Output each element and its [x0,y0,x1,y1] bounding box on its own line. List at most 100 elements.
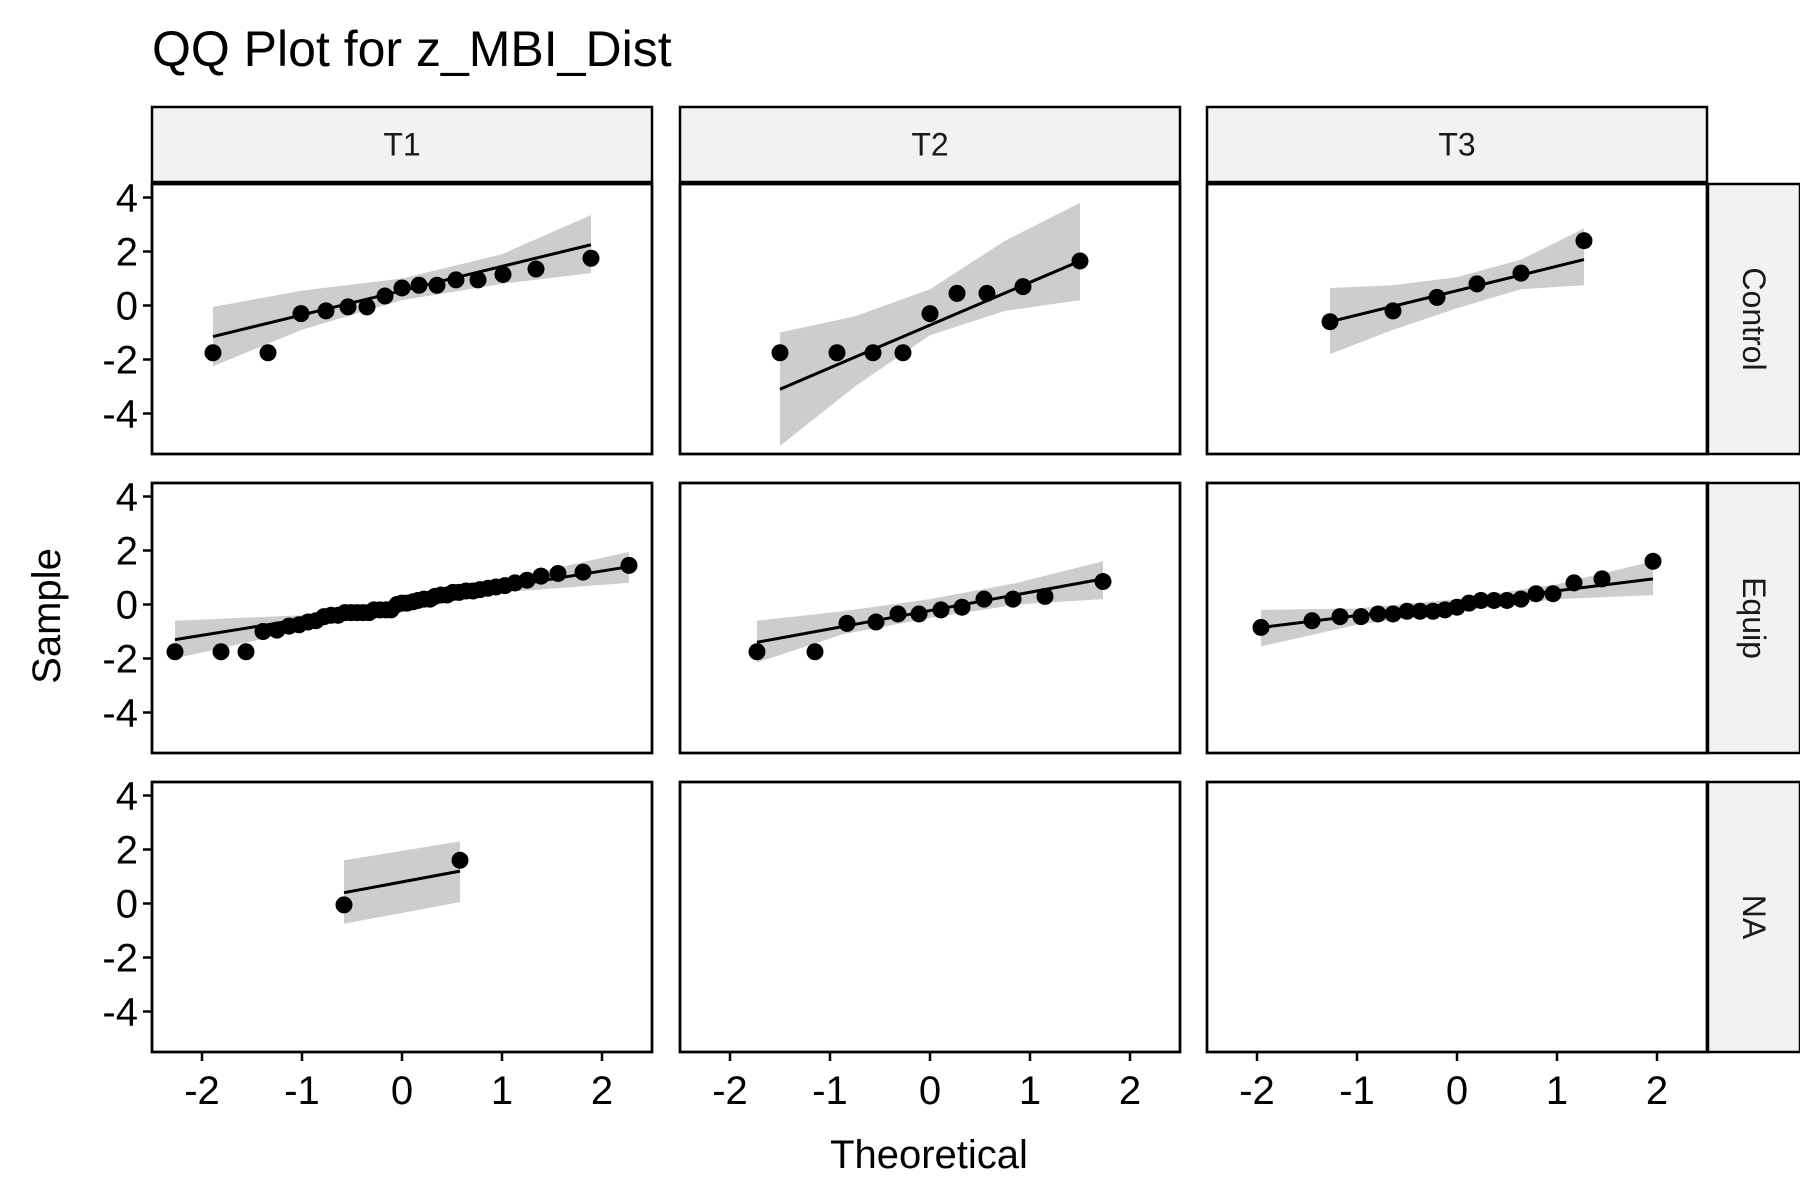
data-point [921,305,939,323]
row-strip-bg [1706,182,1800,456]
data-point [1352,608,1370,626]
data-point [1036,587,1054,605]
y-tick-label: 0 [116,285,138,329]
x-axis-t2: -2 -1 0 1 2 [712,1052,1141,1113]
data-point [574,563,592,581]
data-point [867,613,885,631]
row-strip-label: Equip [1736,577,1772,659]
x-tick-label: 0 [391,1069,413,1113]
data-point [1071,252,1089,270]
data-point [1468,275,1486,293]
panel-border [678,182,1182,456]
column-strip-bg [1205,105,1709,184]
data-point [1004,590,1022,608]
x-tick-label: -2 [1239,1069,1275,1113]
chart-title: QQ Plot for z_MBI_Dist [152,21,672,77]
data-point [932,601,950,619]
data-point [1384,302,1402,320]
data-point [1512,264,1530,282]
data-point [447,271,465,289]
data-point [1544,585,1562,603]
data-point [975,590,993,608]
data-point [1303,612,1321,630]
data-point [1331,608,1349,626]
column-strip-bg [678,105,1182,184]
column-strip-label: T2 [911,127,948,163]
panel-border [150,481,654,755]
row-strip-na: NA [1706,780,1800,1054]
panel-equip-t2 [678,481,1182,755]
facet-panels: T1 T2 T3 Control Equip NA -4 -2 0 2 4 -4 -2 0 2 4 -4 -2 0 2… [102,105,1800,1113]
panel-background [678,780,1182,1054]
y-tick-label: 0 [116,584,138,628]
y-tick-label: -4 [102,692,138,736]
x-tick-label: 2 [1119,1069,1141,1113]
panel-na-t2 [678,780,1182,1054]
x-tick-label: 2 [591,1069,613,1113]
data-point [1411,602,1429,620]
data-point [864,344,882,362]
x-axis-t3: -2 -1 0 1 2 [1239,1052,1668,1113]
data-point [518,571,536,589]
data-point [254,623,272,640]
data-point [1512,590,1530,608]
column-strip-label: T1 [383,127,420,163]
data-point [259,344,277,362]
panel-border [1205,481,1709,755]
panel-background [1205,780,1709,1054]
data-point [1369,605,1387,623]
panel-control-t2 [678,182,1182,456]
y-axis-na: -4 -2 0 2 4 [102,775,152,1035]
data-point [549,564,567,582]
y-tick-label: 2 [116,530,138,574]
data-point [376,287,394,305]
data-point [1644,552,1662,570]
panel-na-t3 [1205,780,1709,1054]
data-point [582,249,600,267]
data-point [620,556,638,574]
panel-equip-t1 [150,481,654,755]
row-strip-label: NA [1736,895,1772,940]
reference-line [1329,258,1585,324]
column-strip-t2: T2 [678,105,1182,184]
row-strip-control: Control [1706,182,1800,456]
column-strip-t3: T3 [1205,105,1709,184]
data-point [204,344,222,362]
data-point [1384,605,1402,623]
data-point [948,284,966,302]
data-point [532,567,550,585]
data-point [1428,288,1446,306]
data-point [339,298,357,316]
y-tick-label: 2 [116,231,138,275]
panel-border [1205,182,1709,456]
x-tick-label: -1 [284,1069,320,1113]
data-point [910,605,928,623]
data-point [978,284,996,302]
panel-control-t1 [150,182,654,456]
x-tick-label: -2 [184,1069,220,1113]
panel-background [150,780,654,1054]
data-point [166,643,184,661]
data-point [1565,574,1583,592]
data-point [953,598,971,616]
data-point [292,305,310,323]
data-point [1485,591,1503,609]
y-tick-label: -4 [102,393,138,437]
y-axis-control: -4 -2 0 2 4 [102,177,152,437]
x-tick-label: 0 [919,1069,941,1113]
y-tick-label: 4 [116,177,138,221]
row-strip-bg [1706,780,1800,1054]
data-point [212,643,230,661]
data-point [494,265,512,283]
y-tick-label: 4 [116,476,138,520]
y-tick-label: -2 [102,339,138,383]
x-tick-label: -1 [812,1069,848,1113]
data-point [393,279,411,297]
column-strip-bg [150,105,654,184]
y-tick-label: 2 [116,829,138,873]
data-point [1472,591,1490,609]
x-tick-label: 1 [1019,1069,1041,1113]
reference-line [343,869,461,895]
y-tick-label: -2 [102,937,138,981]
